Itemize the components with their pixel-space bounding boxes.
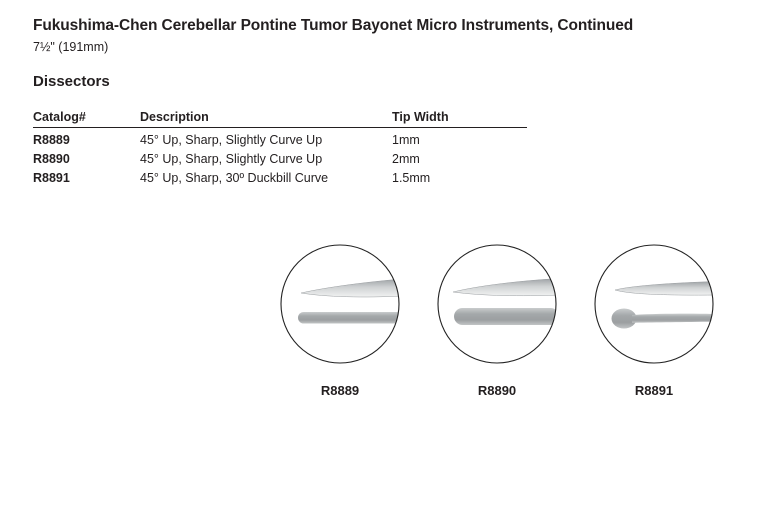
top-view-duckbill-icon [611,308,637,329]
top-view-paddle-icon [454,308,556,325]
column-header-description: Description [140,110,209,124]
instrument-tip-photo [594,244,714,364]
figure-label: R8889 [320,383,360,398]
catalog-number: R8891 [33,171,70,185]
figure-label: R8890 [477,383,517,398]
table-body: R8889 45° Up, Sharp, Slightly Curve Up 1… [33,133,527,185]
item-tip-width: 1.5mm [392,171,431,185]
item-description: 45° Up, Sharp, Slightly Curve Up [140,133,323,147]
table-row: R8889 45° Up, Sharp, Slightly Curve Up 1… [33,133,527,147]
column-header-catalog: Catalog# [33,110,86,124]
top-view-paddle-icon [298,312,399,324]
instrument-tip-photo [280,244,400,364]
table-row: R8891 45° Up, Sharp, 30º Duckbill Curve … [33,171,527,185]
item-tip-width: 2mm [392,152,420,166]
catalog-number: R8889 [33,133,70,147]
top-view-shaft-icon [632,313,713,323]
instrument-length: 7½" (191mm) [33,40,109,54]
catalog-number: R8890 [33,152,70,166]
page-title: Fukushima-Chen Cerebellar Pontine Tumor … [33,17,634,34]
table-header-row: Catalog# Description Tip Width [33,110,527,128]
item-description: 45° Up, Sharp, Slightly Curve Up [140,152,323,166]
instrument-figure-r8891: R8891 [594,244,714,398]
column-header-tip-width: Tip Width [392,110,449,124]
figure-row: R8889 [280,244,714,398]
side-view-blade-icon [614,281,713,296]
product-table: Catalog# Description Tip Width R8889 45°… [33,110,527,185]
photo-circle-border [594,244,714,364]
instrument-tip-photo [437,244,557,364]
section-heading: Dissectors [33,73,110,90]
instrument-figure-r8889: R8889 [280,244,400,398]
side-view-blade-icon [452,278,556,297]
figure-label: R8891 [634,383,674,398]
instrument-figure-r8890: R8890 [437,244,557,398]
table-row: R8890 45° Up, Sharp, Slightly Curve Up 2… [33,152,527,166]
item-tip-width: 1mm [392,133,420,147]
side-view-blade-icon [300,278,399,298]
photo-circle-border [437,244,557,364]
photo-circle-border [280,244,400,364]
item-description: 45° Up, Sharp, 30º Duckbill Curve [140,171,329,185]
